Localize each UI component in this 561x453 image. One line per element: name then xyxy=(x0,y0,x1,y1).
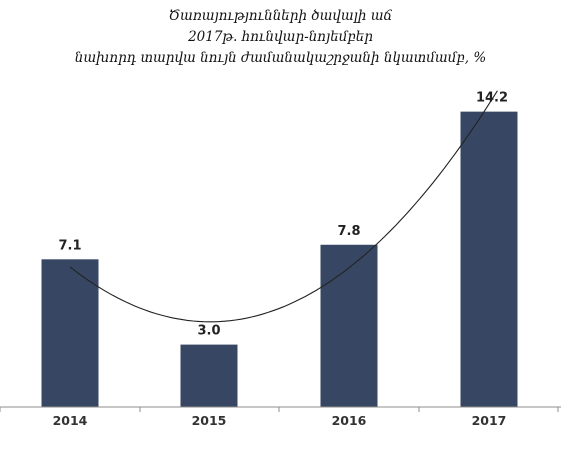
x-axis xyxy=(0,406,561,412)
category-labels-group: 2014 2015 2016 2017 xyxy=(53,413,507,428)
bar-2014 xyxy=(41,259,99,407)
bar-2015 xyxy=(180,344,238,407)
chart-title-line-1: Ծառայությունների ծավալի աճ xyxy=(168,8,393,24)
value-labels-group: 7.1 3.0 7.8 14.2 xyxy=(58,91,508,339)
trendline-group xyxy=(69,90,498,323)
value-label-2014: 7.1 xyxy=(58,238,81,253)
chart-title: Ծառայությունների ծավալի աճ 2017թ. հունվա… xyxy=(0,6,561,69)
chart-title-line-3: նախորդ տարվա նույն ժամանակաշրջանի նկատմա… xyxy=(74,50,487,66)
bar-2017 xyxy=(460,111,518,407)
category-label-2016: 2016 xyxy=(332,413,367,428)
value-label-2016: 7.8 xyxy=(337,224,360,239)
category-label-2017: 2017 xyxy=(472,413,507,428)
bars-group xyxy=(41,111,518,407)
bar-2016 xyxy=(320,244,378,407)
value-label-2015: 3.0 xyxy=(197,324,220,339)
category-label-2014: 2014 xyxy=(53,413,88,428)
chart-title-line-2: 2017թ. հունվար-նոյեմբեր xyxy=(188,29,373,45)
value-label-2017: 14.2 xyxy=(476,91,508,106)
category-label-2015: 2015 xyxy=(192,413,227,428)
trendline xyxy=(69,90,498,323)
